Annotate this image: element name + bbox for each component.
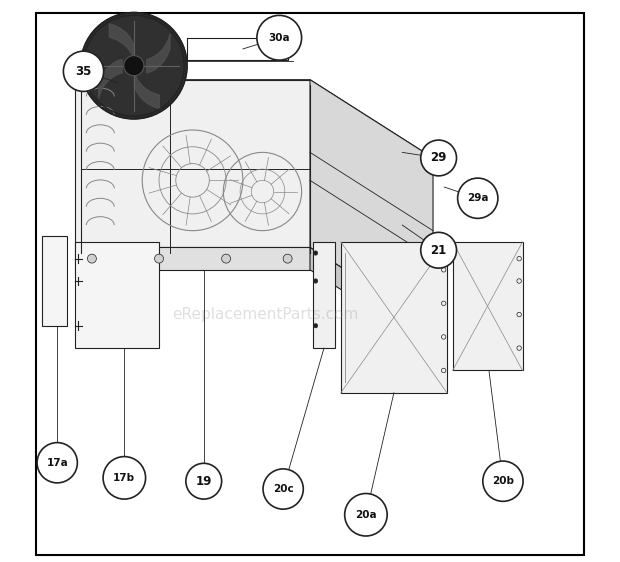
Circle shape	[221, 254, 231, 263]
Text: 17a: 17a	[46, 457, 68, 468]
Text: 17b: 17b	[113, 473, 135, 483]
Circle shape	[313, 279, 318, 283]
Text: 30a: 30a	[268, 33, 290, 43]
Bar	[313, 242, 335, 348]
Text: 19: 19	[195, 475, 212, 488]
Circle shape	[63, 51, 104, 92]
Polygon shape	[310, 80, 433, 326]
Bar	[341, 242, 447, 393]
Circle shape	[257, 15, 301, 60]
Text: eReplacementParts.com: eReplacementParts.com	[172, 307, 358, 322]
Text: 29: 29	[430, 152, 447, 165]
Circle shape	[483, 461, 523, 501]
Circle shape	[313, 251, 318, 255]
Bar	[42, 236, 67, 326]
Polygon shape	[75, 247, 310, 270]
Polygon shape	[75, 80, 310, 247]
Circle shape	[124, 56, 144, 76]
Bar	[75, 242, 159, 348]
Circle shape	[186, 463, 221, 499]
Circle shape	[345, 493, 387, 536]
Polygon shape	[75, 80, 433, 158]
Text: 20a: 20a	[355, 510, 377, 520]
Circle shape	[421, 232, 456, 268]
Text: 20b: 20b	[492, 476, 514, 486]
Text: 20c: 20c	[273, 484, 293, 494]
Text: 21: 21	[430, 244, 447, 257]
Circle shape	[421, 140, 456, 176]
Circle shape	[81, 12, 187, 119]
Circle shape	[313, 324, 318, 328]
Circle shape	[103, 456, 146, 499]
Circle shape	[263, 469, 303, 509]
Circle shape	[87, 254, 96, 263]
Circle shape	[458, 178, 498, 219]
Polygon shape	[310, 247, 433, 348]
Text: 35: 35	[75, 65, 92, 78]
Circle shape	[154, 254, 164, 263]
Circle shape	[37, 443, 78, 483]
Circle shape	[283, 254, 292, 263]
Bar	[453, 242, 523, 370]
Text: 29a: 29a	[467, 193, 489, 203]
